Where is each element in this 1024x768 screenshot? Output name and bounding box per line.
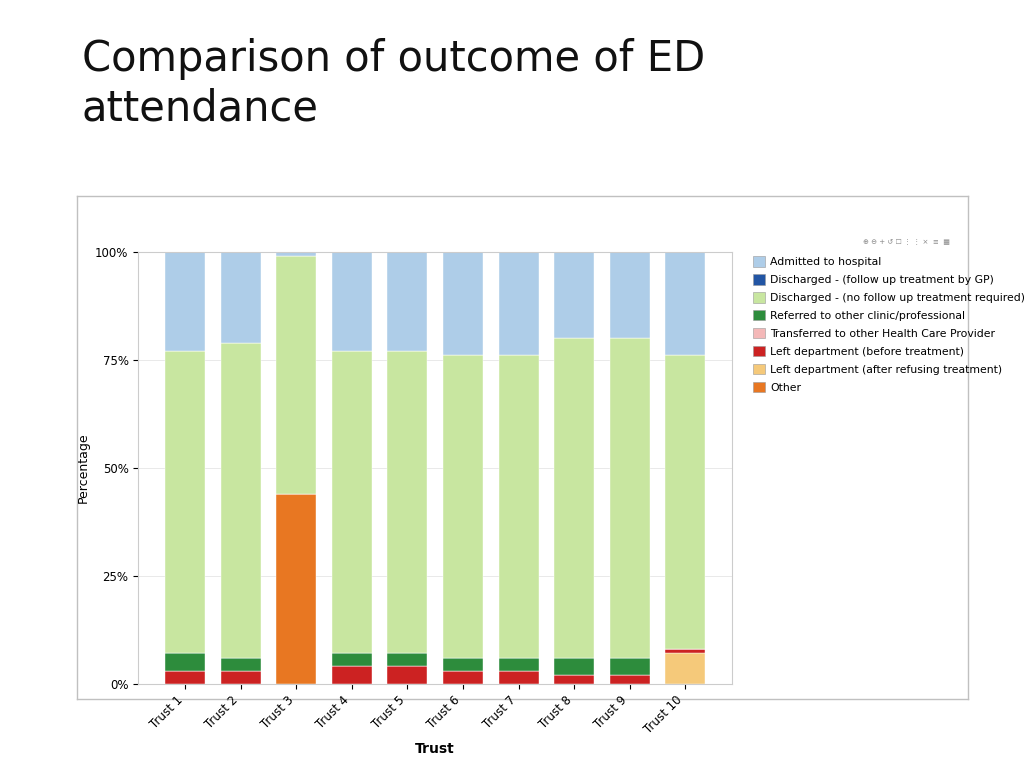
Text: Comparison of outcome of ED
attendance: Comparison of outcome of ED attendance: [82, 38, 706, 129]
Bar: [332, 351, 372, 654]
Bar: [276, 252, 316, 257]
Bar: [609, 252, 649, 338]
Bar: [221, 252, 261, 343]
Text: Outcome of ED attendance: Outcome of ED attendance: [87, 208, 276, 222]
Legend: Admitted to hospital, Discharged - (follow up treatment by GP), Discharged - (no: Admitted to hospital, Discharged - (foll…: [750, 253, 1024, 396]
Bar: [276, 257, 316, 494]
Bar: [666, 356, 706, 649]
Bar: [609, 657, 649, 675]
Bar: [332, 654, 372, 667]
Bar: [609, 338, 649, 657]
Bar: [609, 675, 649, 684]
Bar: [666, 252, 706, 356]
Bar: [554, 252, 594, 338]
Bar: [165, 670, 205, 684]
Bar: [165, 654, 205, 670]
Bar: [165, 252, 205, 351]
Bar: [387, 351, 427, 654]
Bar: [666, 649, 706, 654]
Bar: [554, 338, 594, 657]
Text: ⊕ ⊖ + ↺ ☐ ⋮ ⋮ ×  ≡  ▦: ⊕ ⊖ + ↺ ☐ ⋮ ⋮ × ≡ ▦: [863, 238, 950, 244]
Bar: [332, 252, 372, 351]
Bar: [221, 657, 261, 670]
Bar: [165, 351, 205, 654]
Bar: [554, 675, 594, 684]
Y-axis label: Percentage: Percentage: [77, 432, 89, 503]
Bar: [443, 657, 483, 670]
Bar: [666, 654, 706, 684]
Bar: [276, 494, 316, 684]
Bar: [499, 356, 539, 657]
Bar: [387, 667, 427, 684]
Bar: [443, 670, 483, 684]
Bar: [332, 667, 372, 684]
Bar: [221, 343, 261, 657]
Bar: [387, 654, 427, 667]
Bar: [554, 657, 594, 675]
Bar: [499, 657, 539, 670]
Bar: [443, 252, 483, 356]
Bar: [387, 252, 427, 351]
Bar: [499, 670, 539, 684]
Bar: [443, 356, 483, 657]
X-axis label: Trust: Trust: [416, 742, 455, 756]
Bar: [221, 670, 261, 684]
Bar: [499, 252, 539, 356]
